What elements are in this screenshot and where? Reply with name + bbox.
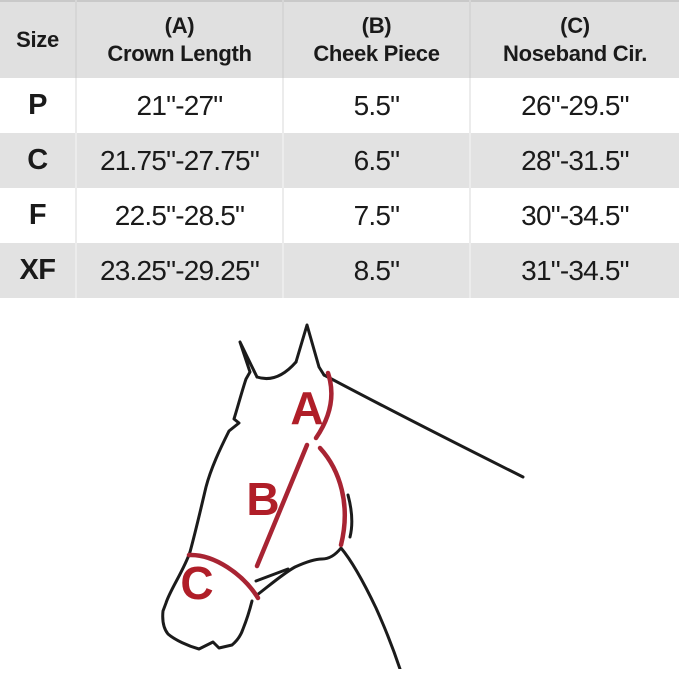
noseband-value: 28"-31.5"	[469, 133, 679, 188]
horse-face-outline	[161, 340, 259, 651]
header-noseband: (C) Noseband Cir.	[469, 1, 679, 78]
table-row-full: F 22.5"-28.5" 7.5" 30"-34.5"	[0, 188, 679, 243]
table-row-xfull: XF 23.25"-29.25" 8.5" 31"-34.5"	[0, 243, 679, 298]
horse-mouth-line	[254, 567, 290, 583]
horse-right-ear	[294, 323, 326, 377]
header-cheek-letter: (B)	[361, 13, 392, 38]
size-chart-table: Size (A) Crown Length (B) Cheek Piece (C…	[0, 0, 679, 298]
header-noseband-letter: (C)	[560, 13, 590, 38]
noseband-strap-c	[186, 552, 261, 601]
cheek-strap-b	[254, 442, 310, 569]
throatlatch-strap	[317, 445, 347, 548]
header-crown-label: Crown Length	[107, 41, 252, 66]
table-row-pony: P 21"-27" 5.5" 26"-29.5"	[0, 78, 679, 133]
horse-neck-top-line	[322, 373, 525, 479]
size-value: C	[0, 133, 76, 188]
header-row: Size (A) Crown Length (B) Cheek Piece (C…	[0, 1, 679, 78]
cheek-label-b: B	[246, 473, 279, 525]
crown-length-value: 21"-27"	[75, 78, 283, 133]
header-cheek-piece: (B) Cheek Piece	[282, 1, 470, 78]
horse-head-diagram: A B C	[0, 298, 679, 671]
size-chart-body: P 21"-27" 5.5" 26"-29.5" C 21.75"-27.75"…	[0, 78, 679, 298]
header-crown-length: (A) Crown Length	[75, 1, 283, 78]
horse-jaw-throat-chest-line	[255, 546, 402, 671]
noseband-value: 26"-29.5"	[469, 78, 679, 133]
horse-cheekbone-line	[346, 493, 354, 539]
size-value: XF	[0, 243, 76, 298]
header-noseband-label: Noseband Cir.	[502, 41, 648, 66]
crown-label-a: A	[290, 382, 323, 434]
size-value: F	[28, 199, 47, 231]
size-value: P	[28, 89, 47, 121]
noseband-value: 30"-34.5"	[469, 188, 679, 243]
crown-length-value: 21.75"-27.75"	[75, 133, 283, 188]
cheek-piece-value: 5.5"	[282, 78, 470, 133]
crown-strap-a	[313, 370, 334, 441]
noseband-value: 31"-34.5"	[469, 243, 679, 298]
crown-length-value: 23.25"-29.25"	[75, 243, 283, 298]
size-chart-header: Size (A) Crown Length (B) Cheek Piece (C…	[0, 1, 679, 78]
header-crown-letter: (A)	[164, 13, 195, 38]
cheek-piece-value: 7.5"	[282, 188, 470, 243]
cheek-piece-value: 8.5"	[282, 243, 470, 298]
horse-head-svg: A B C	[161, 323, 525, 671]
table-row-cob: C 21.75"-27.75" 6.5" 28"-31.5"	[0, 133, 679, 188]
cheek-piece-value: 6.5"	[282, 133, 470, 188]
noseband-label-c: C	[180, 557, 213, 609]
header-cheek-label: Cheek Piece	[313, 41, 440, 66]
crown-length-value: 22.5"-28.5"	[75, 188, 283, 243]
header-size-label: Size	[16, 27, 59, 52]
horse-poll-line	[255, 360, 298, 381]
header-size: Size	[0, 1, 76, 78]
